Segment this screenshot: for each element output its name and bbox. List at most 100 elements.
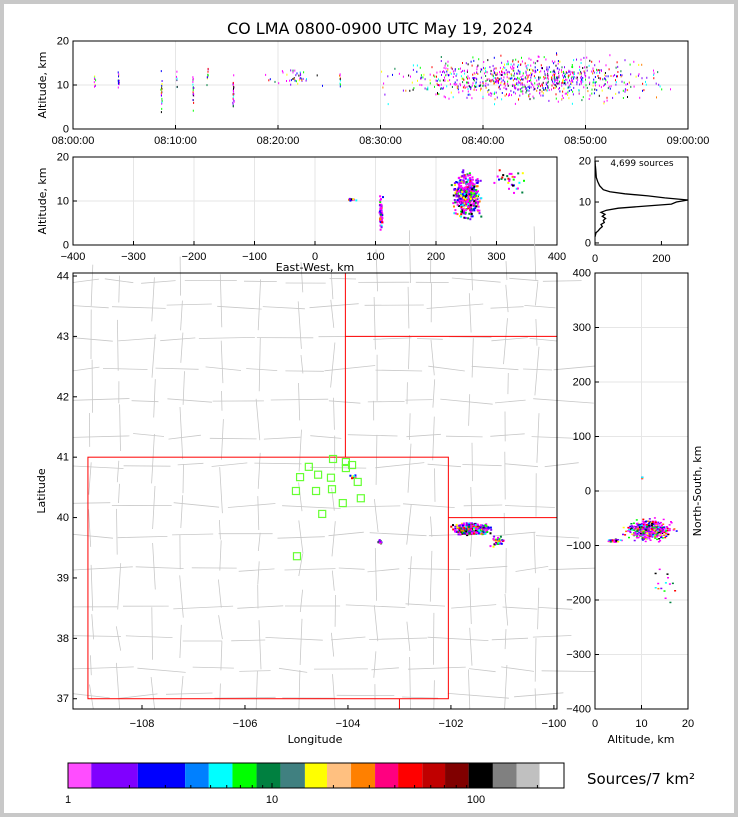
source-point [639,532,642,535]
source-point [530,64,532,67]
source-point [640,531,643,534]
source-point [440,88,442,90]
source-point [476,527,479,530]
source-point [512,69,514,72]
source-point [517,60,519,63]
source-point [456,193,459,196]
source-point [592,72,594,75]
source-point [459,533,462,536]
source-point [527,80,529,82]
source-point [556,76,558,79]
source-point [501,70,503,73]
source-point [635,534,638,536]
source-point [476,523,479,526]
source-point [630,523,633,525]
source-point [628,526,631,529]
colorbar-tick-label: 100 [467,794,485,806]
source-point [566,92,568,95]
source-point [571,79,573,82]
source-point [474,527,477,530]
source-point [625,530,628,533]
source-point [654,523,656,525]
source-point [192,80,194,83]
source-point [657,529,660,532]
source-point [561,69,562,72]
source-point [460,203,463,206]
source-point [528,57,530,60]
source-point [486,78,488,81]
source-point [628,528,631,531]
source-point [506,63,508,66]
source-point [557,100,559,103]
source-point [570,80,572,83]
source-point [555,93,557,96]
source-point [648,537,651,540]
source-point [468,199,471,202]
source-point [461,186,464,189]
source-point [496,72,498,75]
source-point [571,71,573,74]
source-point [536,79,538,82]
source-point [642,89,643,92]
source-point [663,531,666,533]
source-point [454,69,456,72]
source-point [579,68,581,71]
source-point [392,73,393,76]
source-point [651,536,654,538]
source-point [460,75,462,78]
source-point [467,93,469,96]
source-point [474,526,477,529]
source-point [529,93,531,95]
source-point [497,77,499,79]
source-point [543,77,545,80]
source-point [480,532,483,535]
source-point [528,85,530,88]
source-point [661,88,663,91]
source-point [476,202,479,205]
county-border [468,236,474,710]
colorbar-bin [232,763,257,788]
source-point [498,178,500,181]
source-point [460,200,463,203]
source-point [613,540,616,542]
source-point [448,97,450,100]
source-point [501,80,503,83]
source-point [485,67,486,70]
source-point [554,79,556,82]
source-point [160,88,162,91]
source-point [379,199,382,202]
source-point [514,72,515,75]
source-point [519,94,521,97]
source-point [510,172,513,175]
source-point [656,532,659,534]
state-border-lines [344,273,557,709]
source-point [563,70,564,73]
map-ytick-label: 40 [57,512,69,524]
source-point [232,103,234,106]
source-point [294,69,296,72]
source-point [546,89,548,92]
mid-y-label: Altitude, km [36,167,49,234]
source-point [454,209,457,212]
source-point [467,63,469,66]
source-point [553,86,555,89]
source-point [653,532,656,535]
source-point [459,179,462,182]
source-point [586,66,588,69]
source-point [469,86,471,89]
source-point [654,521,657,523]
source-point [503,66,505,69]
source-point [466,190,469,193]
source-point [536,89,538,92]
mid-xtick-label: −400 [61,251,86,263]
source-point [462,197,465,199]
source-point [479,524,482,527]
source-point [551,88,552,91]
colorbar-bin [185,763,209,788]
source-point [471,178,474,181]
source-point [530,86,532,89]
source-point [579,65,581,68]
source-point [477,73,479,75]
source-point [501,98,503,101]
